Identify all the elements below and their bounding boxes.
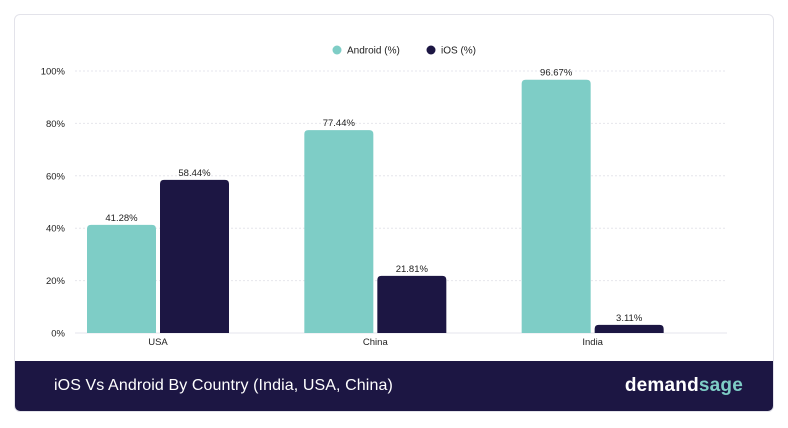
y-tick-label: 20% <box>46 276 66 287</box>
bar-android <box>521 79 591 333</box>
y-tick-label: 100% <box>41 67 66 78</box>
x-tick-label: India <box>582 337 603 348</box>
data-label: 96.67% <box>540 68 573 79</box>
legend-ios-marker <box>426 45 436 55</box>
data-label: 3.11% <box>616 313 643 324</box>
bar-ios <box>594 324 664 333</box>
data-label: 41.28% <box>105 213 138 224</box>
bar-android <box>87 224 156 333</box>
brand-logo-part1: demand <box>624 375 699 396</box>
y-tick-label: 40% <box>46 224 66 235</box>
chart-card: 0% 20% 40% 60% 80% 100% 41.28% 58.44% USA 77.44% 2… <box>14 14 774 412</box>
bar-ios <box>377 275 447 333</box>
bar-chart: 0% 20% 40% 60% 80% 100% 41.28% 58.44% USA 77.44% 2… <box>41 45 727 348</box>
x-tick-label: China <box>363 337 389 348</box>
data-label: 58.44% <box>178 168 211 179</box>
legend-ios-label: iOS (%) <box>441 46 476 57</box>
footer-banner: iOS Vs Android By Country (India, USA, C… <box>15 361 773 411</box>
brand-logo-part2: sage <box>698 375 743 396</box>
y-tick-label: 80% <box>46 119 66 130</box>
y-tick-label: 60% <box>46 171 66 182</box>
x-tick-label: USA <box>148 337 168 348</box>
legend-android-label: Android (%) <box>347 46 400 57</box>
brand-logo: demandsage <box>625 375 743 397</box>
data-label: 77.44% <box>323 118 356 129</box>
bar-android <box>304 130 374 333</box>
bar-ios <box>160 179 229 333</box>
data-label: 21.81% <box>396 264 429 275</box>
legend-android-marker <box>332 45 342 55</box>
chart-title: iOS Vs Android By Country (India, USA, C… <box>54 377 393 394</box>
y-tick-label: 0% <box>51 329 65 340</box>
